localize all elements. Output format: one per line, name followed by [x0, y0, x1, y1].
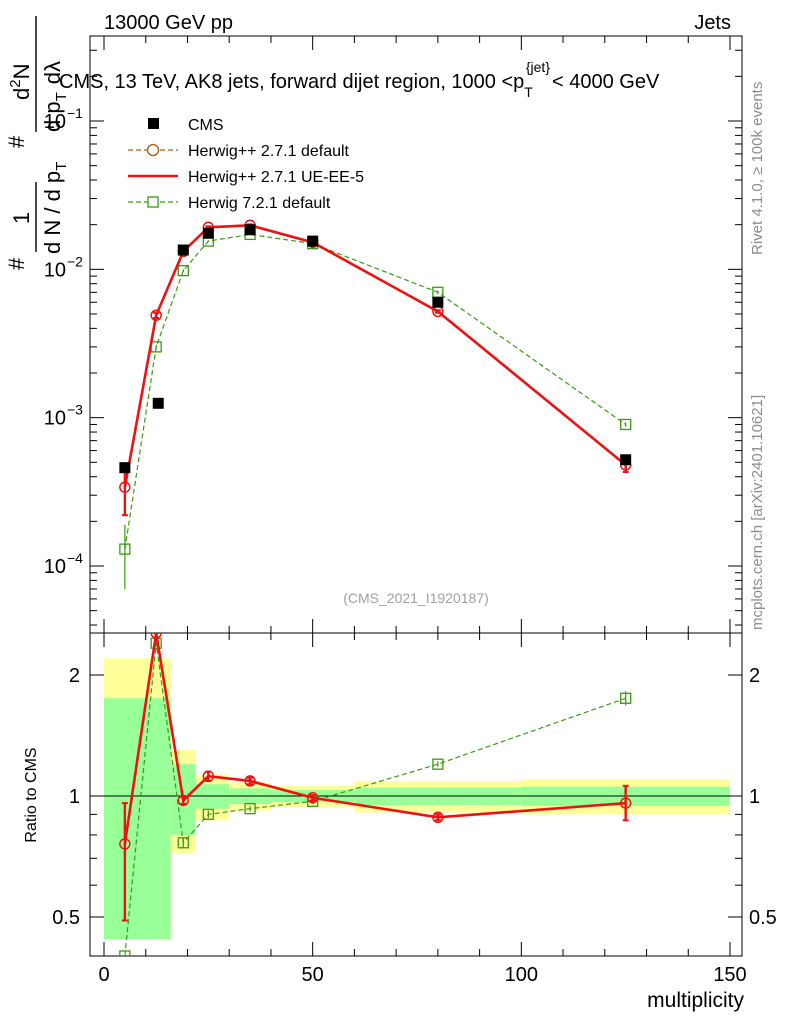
header-right: Jets — [694, 12, 731, 34]
main-line-herwig7 — [124, 233, 627, 550]
legend-marker-herwig-default — [146, 143, 160, 157]
main-ytick-label: 10 — [44, 259, 66, 281]
legend: CMS Herwig++ 2.7.1 default Herwig++ 2.7.1 … — [128, 117, 364, 212]
main-line-herwig_ueee5 — [123, 224, 627, 488]
ratio-marker-herwig_ueee5 — [620, 797, 632, 809]
ratio-panel-frame — [89, 632, 743, 957]
ratio-marker-herwig_ueee5 — [307, 792, 319, 804]
main-marker-cms — [432, 296, 444, 308]
main-marker-herwig7 — [119, 543, 131, 555]
legend-label: Herwig++ 2.7.1 default — [188, 143, 350, 160]
ratio-line-herwig_ueee5 — [123, 633, 626, 845]
x-axis-label: multiplicity — [647, 989, 744, 1012]
main-marker-cms — [202, 227, 214, 239]
legend-marker-herwig7 — [147, 196, 159, 208]
main-line-herwig_default — [124, 224, 627, 488]
ratio-marker-herwig7 — [244, 803, 256, 815]
main-marker-cms — [177, 244, 189, 256]
ratio-marker-herwig_ueee5 — [177, 794, 189, 807]
main-marker-herwig_ueee5 — [150, 309, 162, 321]
main-marker-cms — [244, 224, 256, 236]
plot-title-sub: T — [524, 84, 533, 100]
ratio-marker-herwig7 — [177, 837, 189, 849]
main-marker-cms — [307, 235, 319, 247]
main-ytick-label: 10 — [44, 111, 66, 133]
ratio-xtick-label: 100 — [505, 964, 538, 986]
main-ytick-label: 10 — [44, 408, 66, 430]
y-label-hash-left: # — [4, 257, 29, 270]
main-ytick-exponent: −4 — [67, 550, 83, 566]
y-axis-label: # 1 d N / d pT # d2N d pTdλ — [4, 16, 70, 270]
legend-label: Herwig++ 2.7.1 UE-EE-5 — [188, 169, 364, 186]
y-label-den2: d pTdλ — [40, 61, 70, 132]
plot-title-suffix: < 4000 GeV — [552, 71, 660, 93]
ratio-ytick-label-right: 2 — [749, 665, 760, 687]
ratio-marker-herwig7 — [620, 692, 632, 704]
main-marker-cms — [620, 454, 632, 466]
header-left: 13000 GeV pp — [104, 12, 233, 34]
main-marker-cms — [119, 462, 131, 474]
ratio-marker-herwig_ueee5 — [432, 811, 444, 823]
legend-label: CMS — [188, 117, 224, 134]
ratio-xtick-label: 50 — [302, 964, 324, 986]
main-marker-herwig7 — [620, 418, 632, 431]
ratio-marker-herwig_ueee5 — [244, 775, 256, 787]
y-label-den: d N / d pT — [40, 162, 70, 254]
ratio-y-label: Ratio to CMS — [23, 747, 40, 842]
main-marker-herwig7 — [177, 264, 189, 277]
main-ytick-exponent: −2 — [67, 253, 83, 269]
ratio-marker-herwig7 — [119, 950, 131, 956]
plot-title-sup: {jet} — [526, 59, 550, 75]
main-panel: 10−110−210−310−4 — [44, 36, 742, 633]
ratio-ytick-label-left: 2 — [69, 665, 80, 687]
y-label-num: d2N — [7, 64, 34, 100]
main-data — [119, 219, 632, 589]
ratio-ytick-label-right: 1 — [749, 786, 760, 808]
main-marker-herwig_ueee5 — [119, 481, 131, 493]
analysis-watermark: (CMS_2021_I1920187) — [343, 590, 489, 606]
ratio-ytick-label-right: 0.5 — [749, 907, 777, 929]
ratio-xtick-label: 0 — [98, 964, 109, 986]
ratio-ytick-label-left: 0.5 — [52, 907, 80, 929]
plot-title: CMS, 13 TeV, AK8 jets, forward dijet reg… — [59, 59, 660, 100]
main-marker-cms — [152, 397, 164, 409]
ratio-line-herwig7 — [124, 643, 626, 956]
ratio-marker-herwig7 — [432, 758, 444, 770]
legend-marker-cms — [148, 118, 159, 129]
plot-title-prefix: CMS, 13 TeV, AK8 jets, forward dijet reg… — [59, 71, 524, 93]
ratio-marker-herwig_ueee5 — [150, 633, 162, 639]
ratio-marker-herwig_ueee5 — [119, 838, 131, 850]
ratio-data — [90, 633, 742, 956]
ratio-ytick-label-left: 1 — [69, 786, 80, 808]
legend-label: Herwig 7.2.1 default — [188, 195, 331, 212]
mcplots-label: mcplots.cern.ch [arXiv:2401.10621] — [749, 395, 766, 630]
ratio-marker-herwig7 — [202, 808, 214, 821]
main-ytick-label: 10 — [44, 556, 66, 578]
ratio-marker-herwig_ueee5 — [202, 770, 214, 782]
ratio-panel: 0.5 0.5 1 1 2 2 0 50 100 150 — [52, 633, 777, 986]
main-ytick-exponent: −3 — [67, 402, 83, 418]
ratio-xtick-label: 150 — [713, 964, 746, 986]
y-label-hash-right: # — [4, 135, 29, 148]
ratio-band-inner — [104, 698, 171, 940]
main-ytick-exponent: −1 — [67, 105, 83, 121]
rivet-label: Rivet 4.1.0, ≥ 100k events — [749, 82, 766, 255]
y-label-one: 1 — [9, 212, 34, 224]
